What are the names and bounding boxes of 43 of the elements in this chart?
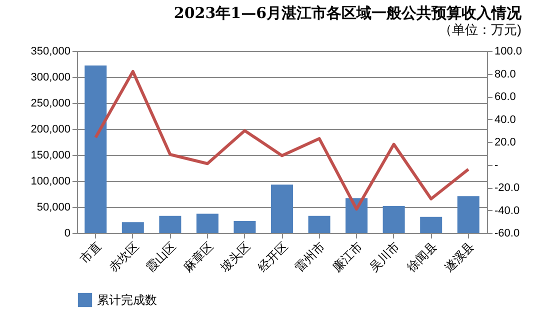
y2-tick-label: 40.0 xyxy=(494,114,516,126)
y-tick-label: 50,000 xyxy=(36,202,70,214)
x-tick-label: 坡头区 xyxy=(217,239,254,276)
bar xyxy=(457,196,480,233)
x-tick-label: 霞山区 xyxy=(143,239,179,274)
y-tick-label: 300,000 xyxy=(30,72,70,84)
y-tick-label: 350,000 xyxy=(30,46,70,58)
bar xyxy=(159,216,182,233)
bar xyxy=(346,198,368,233)
x-tick-label: 吴川市 xyxy=(366,239,402,274)
line-series xyxy=(94,70,470,211)
y-tick-label: 100,000 xyxy=(30,176,70,188)
y2-tick-label: 60.0 xyxy=(494,91,516,103)
y2-tick-label: 100.0 xyxy=(494,46,522,58)
bar xyxy=(122,222,144,233)
y-tick-label: 150,000 xyxy=(30,150,70,162)
chart-title: 2023年1—6月湛江市各区域一般公共预算收入情况 xyxy=(174,4,523,22)
y-tick-label: 200,000 xyxy=(30,124,70,136)
x-tick-label: 廉江市 xyxy=(330,239,366,274)
x-tick-label: 市直 xyxy=(77,239,104,266)
chart-subtitle: （单位：万元) xyxy=(439,22,522,37)
x-tick-label: 经开区 xyxy=(255,239,290,274)
y2-tick-label: -60.0 xyxy=(494,228,520,240)
y2-tick-label: 20.0 xyxy=(494,136,516,148)
bar xyxy=(196,214,218,233)
y2-tick-label: -40.0 xyxy=(494,204,520,217)
legend-label: 累计完成数 xyxy=(97,293,157,307)
bar xyxy=(234,221,256,233)
bar xyxy=(420,216,442,233)
x-tick-label: 麻章区 xyxy=(180,239,216,274)
y2-tick-label: - xyxy=(494,159,498,172)
y-tick-label: 0 xyxy=(64,228,70,240)
y-tick-label: 250,000 xyxy=(30,98,70,110)
x-tick-label: 徐闻县 xyxy=(404,239,440,274)
bar xyxy=(308,216,330,233)
bar xyxy=(382,206,405,233)
bar xyxy=(84,66,107,233)
x-tick-label: 赤坎区 xyxy=(106,239,142,274)
y2-tick-label: 80.0 xyxy=(494,68,516,80)
bar xyxy=(271,184,293,233)
x-tick-label: 雷州市 xyxy=(292,239,328,274)
x-tick-label: 遂溪县 xyxy=(441,239,477,274)
y2-tick-label: -20.0 xyxy=(494,182,520,194)
